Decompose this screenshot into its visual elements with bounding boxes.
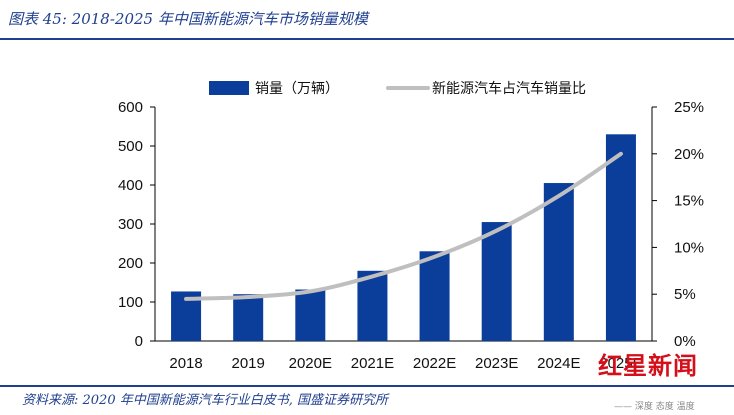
x-tick-label: 2025E: [599, 355, 642, 372]
bar-2023E: [481, 222, 512, 341]
legend: 销量（万辆） 新能源汽车占汽车销量比: [209, 80, 586, 97]
left-tick-label: 400: [118, 177, 143, 194]
x-tick-label: 2020E: [289, 355, 332, 372]
bar-2024E: [543, 183, 574, 341]
source-note: 资料来源: 2020 年中国新能源汽车行业白皮书, 国盛证券研究所: [22, 393, 388, 408]
left-tick-label: 300: [118, 216, 143, 233]
x-tick-label: 2024E: [537, 355, 580, 372]
left-tick-label: 500: [118, 138, 143, 155]
source-rule: [0, 385, 734, 387]
x-tick-label: 2019: [232, 355, 265, 372]
right-tick-label: 10%: [674, 239, 704, 256]
ratio-line: [184, 151, 623, 301]
bar-2021E: [357, 270, 388, 341]
right-tick-label: 5%: [674, 286, 696, 303]
chart: 销量（万辆） 新能源汽车占汽车销量比 0 100 200 300 400 500 600 0%…: [118, 80, 704, 372]
x-tick-label: 2022E: [413, 355, 456, 372]
watermark-brand: 红星新闻: [598, 352, 698, 380]
left-tick-label: 600: [118, 99, 143, 116]
watermark-logo: 红星新闻: [598, 346, 728, 380]
x-tick-label: 2021E: [351, 355, 394, 372]
bar-2020E: [295, 289, 326, 341]
figure-title: 图表 45: 2018-2025 年中国新能源汽车市场销量规模: [8, 10, 368, 28]
legend-bar-swatch: [209, 81, 249, 95]
watermark-tagline: —— 深度 态度 温度: [614, 402, 695, 412]
legend-line-label: 新能源汽车占汽车销量比: [432, 80, 586, 97]
left-tick-label: 200: [118, 255, 143, 272]
bar-2025E: [605, 134, 636, 341]
bar-2022E: [419, 251, 450, 341]
right-tick-label: 15%: [674, 193, 704, 210]
left-tick-label: 100: [118, 294, 143, 311]
right-tick-label: 20%: [674, 146, 704, 163]
right-tick-label: 25%: [674, 99, 704, 116]
bars: [171, 134, 636, 341]
x-tick-label: 2023E: [475, 355, 518, 372]
right-tick-label: 0%: [674, 333, 696, 350]
bar-2019: [233, 294, 264, 341]
ratio-line-path: [184, 151, 623, 301]
x-tick-label: 2018: [169, 355, 202, 372]
title-rule: [0, 38, 734, 40]
left-tick-label: 0: [135, 333, 143, 350]
legend-bar-label: 销量（万辆）: [255, 81, 339, 97]
